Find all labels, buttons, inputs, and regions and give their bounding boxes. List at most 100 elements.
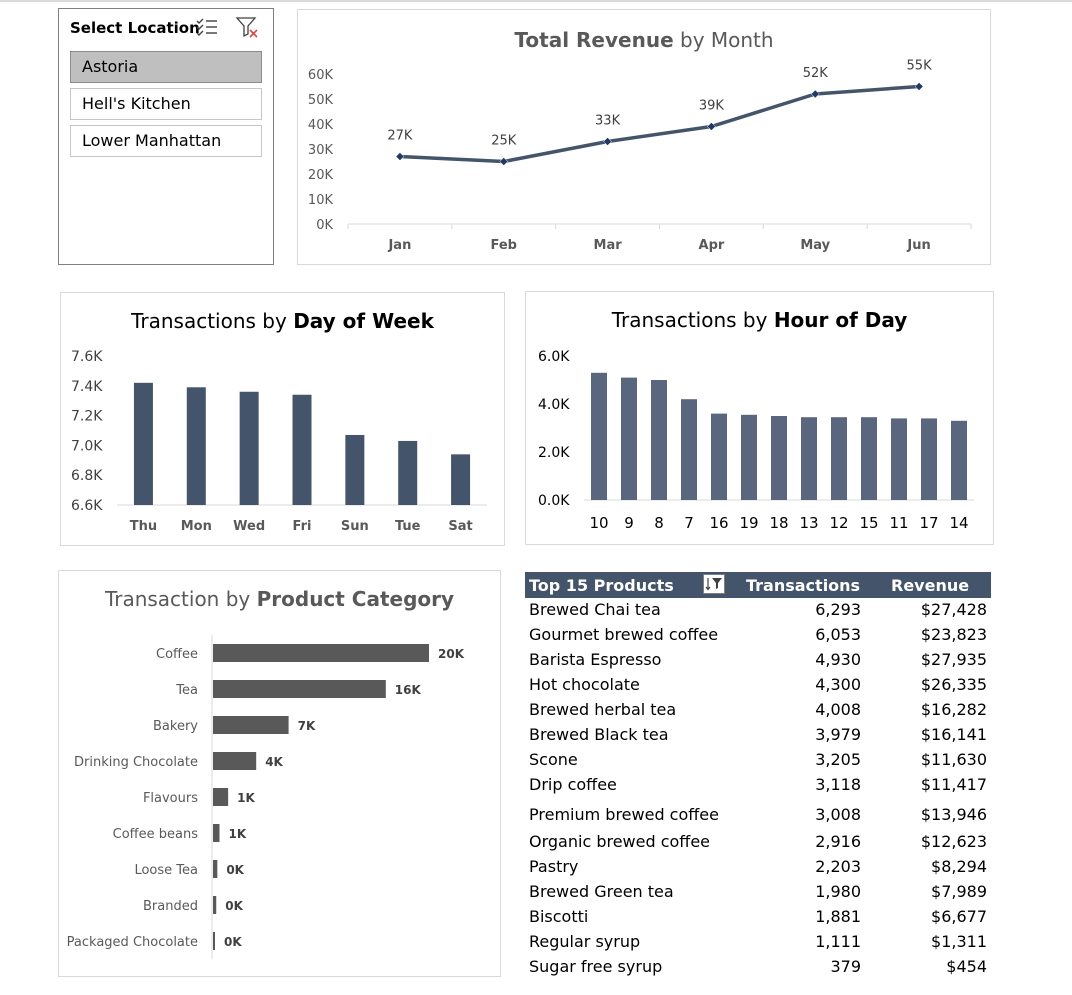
data-point-marker[interactable] [707, 122, 716, 131]
bar-category[interactable] [213, 788, 229, 806]
bar-thu[interactable] [133, 382, 153, 505]
transaction-by-category-chart[interactable]: Transaction by Product Category Coffee 20… [58, 570, 501, 977]
table-row[interactable]: Brewed herbal tea 4,008 $16,282 [525, 698, 991, 723]
bar-fri[interactable] [292, 394, 312, 505]
product-cell: Drip coffee [529, 775, 617, 794]
bar-hour-13[interactable] [801, 417, 817, 500]
bar-category[interactable] [213, 644, 429, 662]
bar-hour-17[interactable] [921, 418, 937, 500]
bar-category[interactable] [213, 680, 386, 698]
header-transactions[interactable]: Transactions [746, 576, 861, 595]
clear-filter-icon[interactable] [235, 15, 259, 39]
x-tick-label: Jun [906, 238, 930, 253]
bar-category[interactable] [213, 896, 217, 914]
data-point-marker[interactable] [395, 152, 405, 161]
bar-category[interactable] [213, 932, 215, 950]
data-point-marker[interactable] [499, 157, 509, 166]
table-row[interactable]: Premium brewed coffee 3,008 $13,946 [525, 803, 991, 828]
y-tick-label: 30K [308, 143, 334, 158]
sort-filter-button[interactable] [703, 574, 725, 594]
bar-hour-14[interactable] [951, 420, 967, 500]
bar-category[interactable] [213, 860, 218, 878]
data-label: 4K [265, 755, 283, 769]
header-revenue[interactable]: Revenue [891, 576, 970, 595]
table-row[interactable]: Organic brewed coffee 2,916 $12,623 [525, 830, 991, 855]
bar-category[interactable] [213, 716, 289, 734]
revenue-by-month-chart[interactable]: Total Revenue by Month 0K 10K 20K 30K 40K 50K… [297, 9, 991, 265]
transactions-cell: 3,979 [815, 725, 861, 744]
y-tick-label: 2.0K [538, 445, 570, 461]
table-row[interactable]: Pastry 2,203 $8,294 [525, 855, 991, 880]
data-label: 1K [228, 827, 246, 841]
table-row[interactable]: Gourmet brewed coffee 6,053 $23,823 [525, 623, 991, 648]
table-row[interactable]: Hot chocolate 4,300 $26,335 [525, 673, 991, 698]
multi-select-icon[interactable] [195, 15, 219, 39]
slicer-item-hells-kitchen[interactable]: Hell's Kitchen [70, 88, 262, 120]
data-point-marker[interactable] [603, 137, 612, 146]
product-cell: Organic brewed coffee [529, 832, 711, 851]
product-cell: Biscotti [529, 907, 589, 926]
revenue-cell: $13,946 [920, 805, 987, 824]
bar-sat[interactable] [451, 454, 471, 505]
y-tick-label: 0.0K [538, 493, 570, 509]
bar-sun[interactable] [345, 434, 365, 505]
bar-hour-19[interactable] [741, 414, 757, 500]
table-row[interactable]: Barista Espresso 4,930 $27,935 [525, 648, 991, 673]
x-tick-label: Wed [233, 519, 265, 534]
transactions-by-day-chart[interactable]: Transactions by Day of Week 6.6K 6.8K 7.0K… [60, 292, 505, 546]
data-point-marker[interactable] [914, 82, 924, 91]
bar-wed[interactable] [239, 391, 259, 505]
bar-hour-15[interactable] [861, 417, 877, 500]
bar-hour-10[interactable] [591, 372, 607, 500]
bar-hour-8[interactable] [651, 380, 667, 500]
y-tick-label: 6.0K [538, 349, 570, 365]
transactions-cell: 3,118 [815, 775, 861, 794]
bar-hour-7[interactable] [681, 399, 697, 500]
product-cell: Hot chocolate [529, 675, 640, 694]
slicer-item-astoria[interactable]: Astoria [70, 51, 262, 83]
bar-mon[interactable] [186, 387, 206, 505]
bar-hour-11[interactable] [891, 418, 907, 500]
table-row[interactable]: Brewed Chai tea 6,293 $27,428 [525, 598, 991, 623]
revenue-cell: $27,935 [920, 650, 987, 669]
header-product[interactable]: Top 15 Products [529, 576, 674, 595]
table-header: Top 15 Products Transactions Revenue [525, 572, 991, 598]
data-label: 55K [907, 59, 933, 74]
transactions-by-hour-chart[interactable]: Transactions by Hour of Day 0.0K 2.0K 4.0K… [525, 291, 994, 545]
x-tick-label: 14 [949, 514, 968, 532]
product-cell: Brewed Black tea [529, 725, 669, 744]
category-label: Drinking Chocolate [74, 755, 198, 770]
y-tick-label: 20K [308, 168, 334, 183]
hour-title-regular: Transactions by [611, 308, 774, 332]
product-cell: Brewed Green tea [529, 882, 674, 901]
x-tick-label: Sat [448, 519, 472, 534]
table-row[interactable]: Brewed Black tea 3,979 $16,141 [525, 723, 991, 748]
bar-hour-16[interactable] [711, 413, 727, 500]
table-row[interactable]: Regular syrup 1,111 $1,311 [525, 930, 991, 955]
table-row[interactable]: Brewed Green tea 1,980 $7,989 [525, 880, 991, 905]
table-row[interactable]: Sugar free syrup 379 $454 [525, 955, 991, 980]
table-row[interactable]: Drip coffee 3,118 $11,417 [525, 773, 991, 798]
dow-chart-title: Transactions by Day of Week [61, 309, 504, 333]
y-tick-label: 40K [308, 118, 334, 133]
data-point-marker[interactable] [810, 89, 820, 99]
slicer-item-lower-manhattan[interactable]: Lower Manhattan [70, 125, 262, 157]
bar-category[interactable] [213, 752, 257, 770]
bar-hour-12[interactable] [831, 417, 847, 500]
table-row[interactable]: Biscotti 1,881 $6,677 [525, 905, 991, 930]
transactions-cell: 379 [830, 957, 861, 976]
bar-hour-9[interactable] [621, 377, 637, 500]
bar-hour-18[interactable] [771, 416, 787, 500]
revenue-cell: $26,335 [920, 675, 987, 694]
table-row[interactable]: Scone 3,205 $11,630 [525, 748, 991, 773]
revenue-cell: $23,823 [920, 625, 987, 644]
bar-category[interactable] [213, 824, 220, 842]
category-bar-plot: Coffee 20K Tea 16K Bakery 7K Drinking Chocolat… [67, 635, 465, 959]
category-label: Bakery [153, 719, 198, 734]
bar-tue[interactable] [398, 440, 418, 505]
category-label: Tea [175, 683, 198, 698]
data-label: 0K [224, 935, 242, 949]
data-label: 33K [595, 114, 621, 129]
data-label: 0K [225, 899, 243, 913]
y-tick-label: 6.8K [71, 468, 103, 484]
